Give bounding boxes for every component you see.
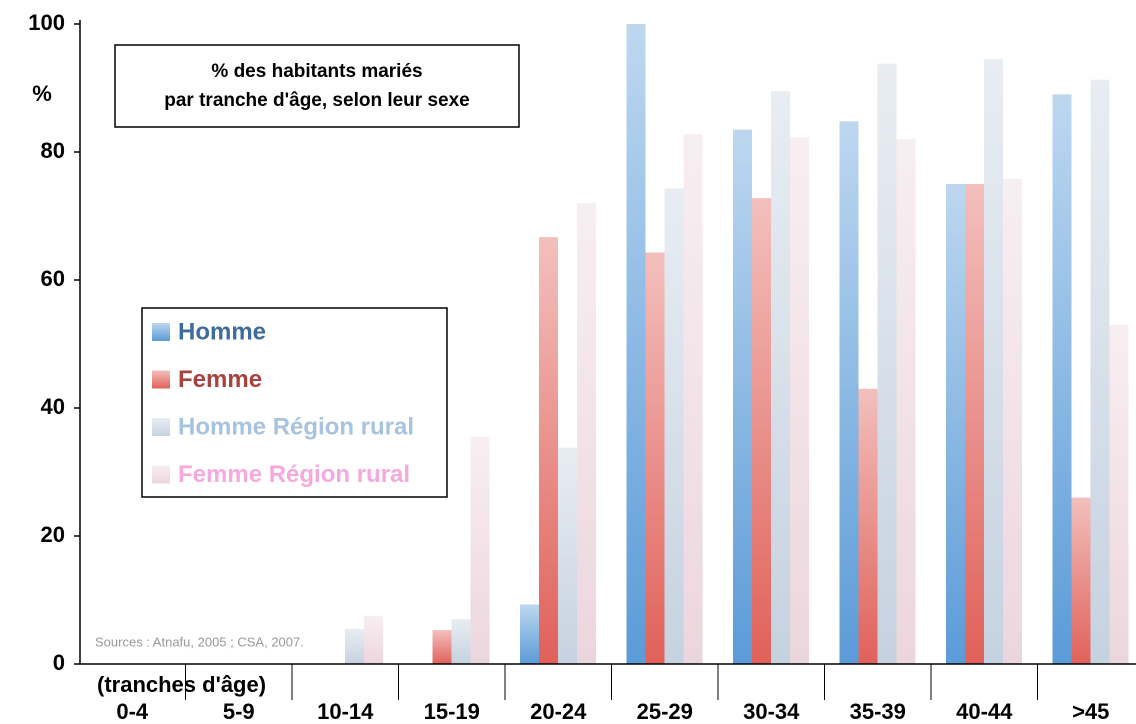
bar: [626, 24, 646, 664]
y-tick-label: 60: [41, 266, 65, 291]
bar: [432, 630, 452, 664]
x-tick-label: >45: [1072, 699, 1109, 724]
bar: [345, 628, 364, 664]
x-tick-label: 20-24: [530, 699, 587, 724]
legend-label: Homme Région rural: [178, 413, 414, 440]
bar: [539, 237, 558, 664]
bar: [752, 198, 771, 664]
legend-label: Femme Région rural: [178, 461, 410, 488]
x-tick-label: 10-14: [317, 699, 374, 724]
bar: [733, 129, 752, 665]
x-tick-label: 15-19: [424, 699, 480, 724]
legend-box: [141, 307, 448, 498]
bar: [558, 447, 577, 664]
title-box: [114, 44, 520, 128]
x-tick-label: 35-39: [850, 699, 906, 724]
chart-title: par tranche d'âge, selon leur sexe: [164, 90, 469, 111]
bar: [645, 252, 665, 665]
bar: [451, 619, 471, 664]
bar: [771, 91, 790, 664]
legend-label: Femme: [178, 366, 262, 393]
bar: [965, 184, 984, 664]
x-tick-label: 25-29: [637, 699, 693, 724]
source-note: Sources : Atnafu, 2005 ; CSA, 2007.: [95, 634, 304, 649]
y-tick-label: 100: [28, 10, 65, 35]
bar: [520, 604, 539, 664]
legend-label: Homme: [178, 318, 266, 345]
y-tick-label: 80: [41, 138, 65, 163]
bar: [1052, 94, 1072, 664]
x-tick-label: 0-4: [116, 699, 149, 724]
y-tick-label: 20: [41, 522, 65, 547]
bar: [858, 388, 878, 664]
y-tick-label: 40: [41, 394, 65, 419]
bar: [1071, 497, 1091, 664]
x-tick-label: 30-34: [743, 699, 800, 724]
legend-swatch: [152, 418, 170, 436]
bar: [839, 121, 859, 664]
x-tick-label: 40-44: [956, 699, 1013, 724]
bar: [470, 436, 490, 664]
bar: [364, 616, 383, 664]
bars: [345, 24, 1129, 665]
bar: [1090, 79, 1110, 665]
bar: [664, 188, 684, 665]
x-tick-label: 5-9: [223, 699, 255, 724]
bar: [683, 134, 703, 664]
legend-swatch: [152, 370, 170, 389]
chart-title: % des habitants mariés: [211, 61, 422, 82]
bar: [984, 59, 1003, 664]
y-tick-label: 0: [53, 650, 65, 675]
bar: [1109, 324, 1129, 664]
y-axis-label: %: [32, 81, 52, 106]
bar: [1003, 178, 1022, 664]
bar: [877, 63, 897, 665]
legend-swatch: [152, 465, 170, 484]
bar: [790, 137, 809, 664]
bar: [896, 139, 916, 664]
bar: [946, 184, 965, 664]
bar: [577, 203, 596, 664]
legend-swatch: [152, 323, 170, 341]
x-axis-label: (tranches d'âge): [97, 672, 266, 697]
